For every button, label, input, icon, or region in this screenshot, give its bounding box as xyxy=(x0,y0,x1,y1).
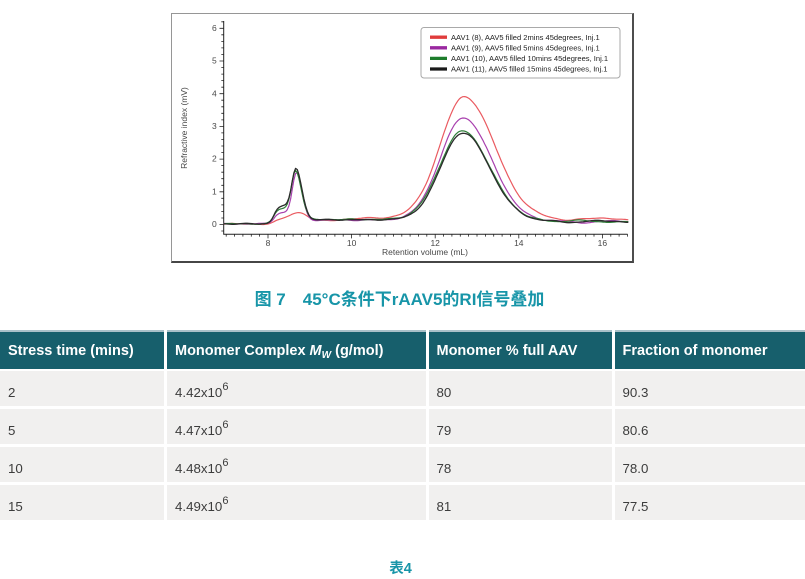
svg-text:AAV1 (9), AAV5 filled 5mins 45: AAV1 (9), AAV5 filled 5mins 45degrees, I… xyxy=(451,43,600,52)
svg-text:AAV1 (11), AAV5 filled 15mins: AAV1 (11), AAV5 filled 15mins 45degrees,… xyxy=(451,65,607,74)
svg-text:12: 12 xyxy=(430,238,440,248)
svg-text:5: 5 xyxy=(212,56,217,66)
svg-text:Refractive index (mV): Refractive index (mV) xyxy=(179,87,189,169)
svg-text:AAV1 (10), AAV5 filled 10mins: AAV1 (10), AAV5 filled 10mins 45degrees,… xyxy=(451,54,608,63)
svg-text:10: 10 xyxy=(347,238,357,248)
svg-text:Retention volume (mL): Retention volume (mL) xyxy=(382,247,468,257)
svg-text:1: 1 xyxy=(212,186,217,196)
svg-text:AAV1 (8), AAV5 filled 2mins 45: AAV1 (8), AAV5 filled 2mins 45degrees, I… xyxy=(451,33,600,42)
svg-text:14: 14 xyxy=(514,238,524,248)
svg-text:6: 6 xyxy=(212,23,217,33)
svg-text:3: 3 xyxy=(212,121,217,131)
svg-text:2: 2 xyxy=(212,154,217,164)
svg-text:4: 4 xyxy=(212,88,217,98)
svg-text:0: 0 xyxy=(212,219,217,229)
svg-text:16: 16 xyxy=(598,238,608,248)
svg-text:8: 8 xyxy=(266,238,271,248)
